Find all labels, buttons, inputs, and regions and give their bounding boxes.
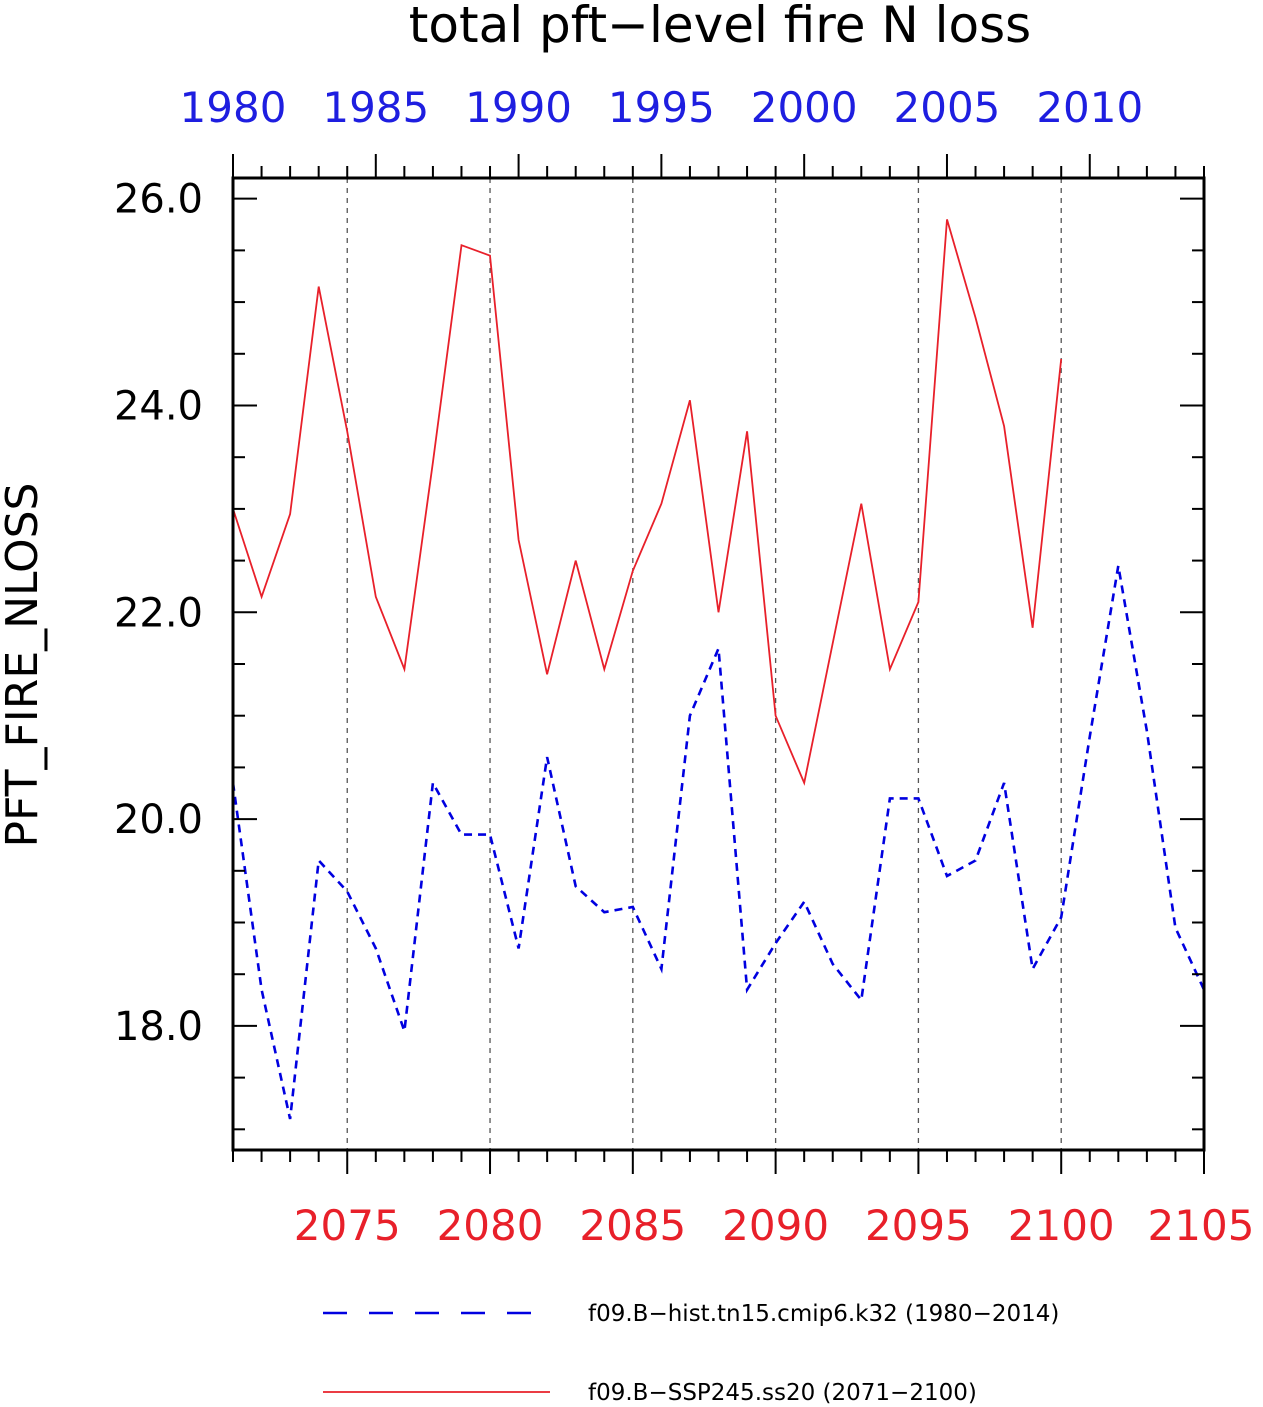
top-x-tick-label: 2005 — [894, 83, 1001, 132]
top-x-tick-label: 1990 — [465, 83, 572, 132]
x-tick-label: 2080 — [437, 1201, 544, 1250]
x-tick-label: 2105 — [1148, 1201, 1255, 1250]
x-tick-label: 2075 — [294, 1201, 401, 1250]
x-tick-label: 2100 — [1008, 1201, 1115, 1250]
x-tick-label: 2090 — [722, 1201, 829, 1250]
legend-label-1: f09.B−hist.tn15.cmip6.k32 (1980−2014) — [588, 1301, 1059, 1327]
legend-label-2: f09.B−SSP245.ss20 (2071−2100) — [588, 1380, 977, 1406]
vertical-gridlines — [346, 178, 1062, 1150]
y-tick-label: 18.0 — [114, 1004, 203, 1050]
y-tick-label: 24.0 — [114, 383, 203, 429]
series-line-1 — [231, 565, 1206, 1120]
top-x-tick-label: 1980 — [180, 83, 287, 132]
y-tick-label: 26.0 — [114, 177, 203, 223]
y-tick-label: 20.0 — [114, 797, 203, 843]
x-tick-label: 2085 — [579, 1201, 686, 1250]
chart-title: total pft−level fire N loss — [409, 0, 1031, 54]
x-tick-label: 2095 — [865, 1201, 972, 1250]
top-x-tick-label: 1985 — [322, 83, 429, 132]
series-line-2 — [232, 219, 1063, 786]
legend: f09.B−hist.tn15.cmip6.k32 (1980−2014) f09… — [323, 1301, 1059, 1406]
axis-ticks: 18.0 20.0 22.0 24.0 26.0 2075 2080 2085 2090 2095… — [114, 83, 1255, 1250]
y-axis-label: PFT_FIRE_NLOSS — [0, 483, 48, 848]
series-layer — [231, 219, 1206, 1120]
y-tick-label: 22.0 — [114, 590, 203, 636]
top-x-tick-label: 1995 — [608, 83, 715, 132]
top-x-tick-label: 2000 — [751, 83, 858, 132]
plot-frame — [231, 176, 1206, 1152]
top-x-tick-label: 2010 — [1036, 83, 1143, 132]
